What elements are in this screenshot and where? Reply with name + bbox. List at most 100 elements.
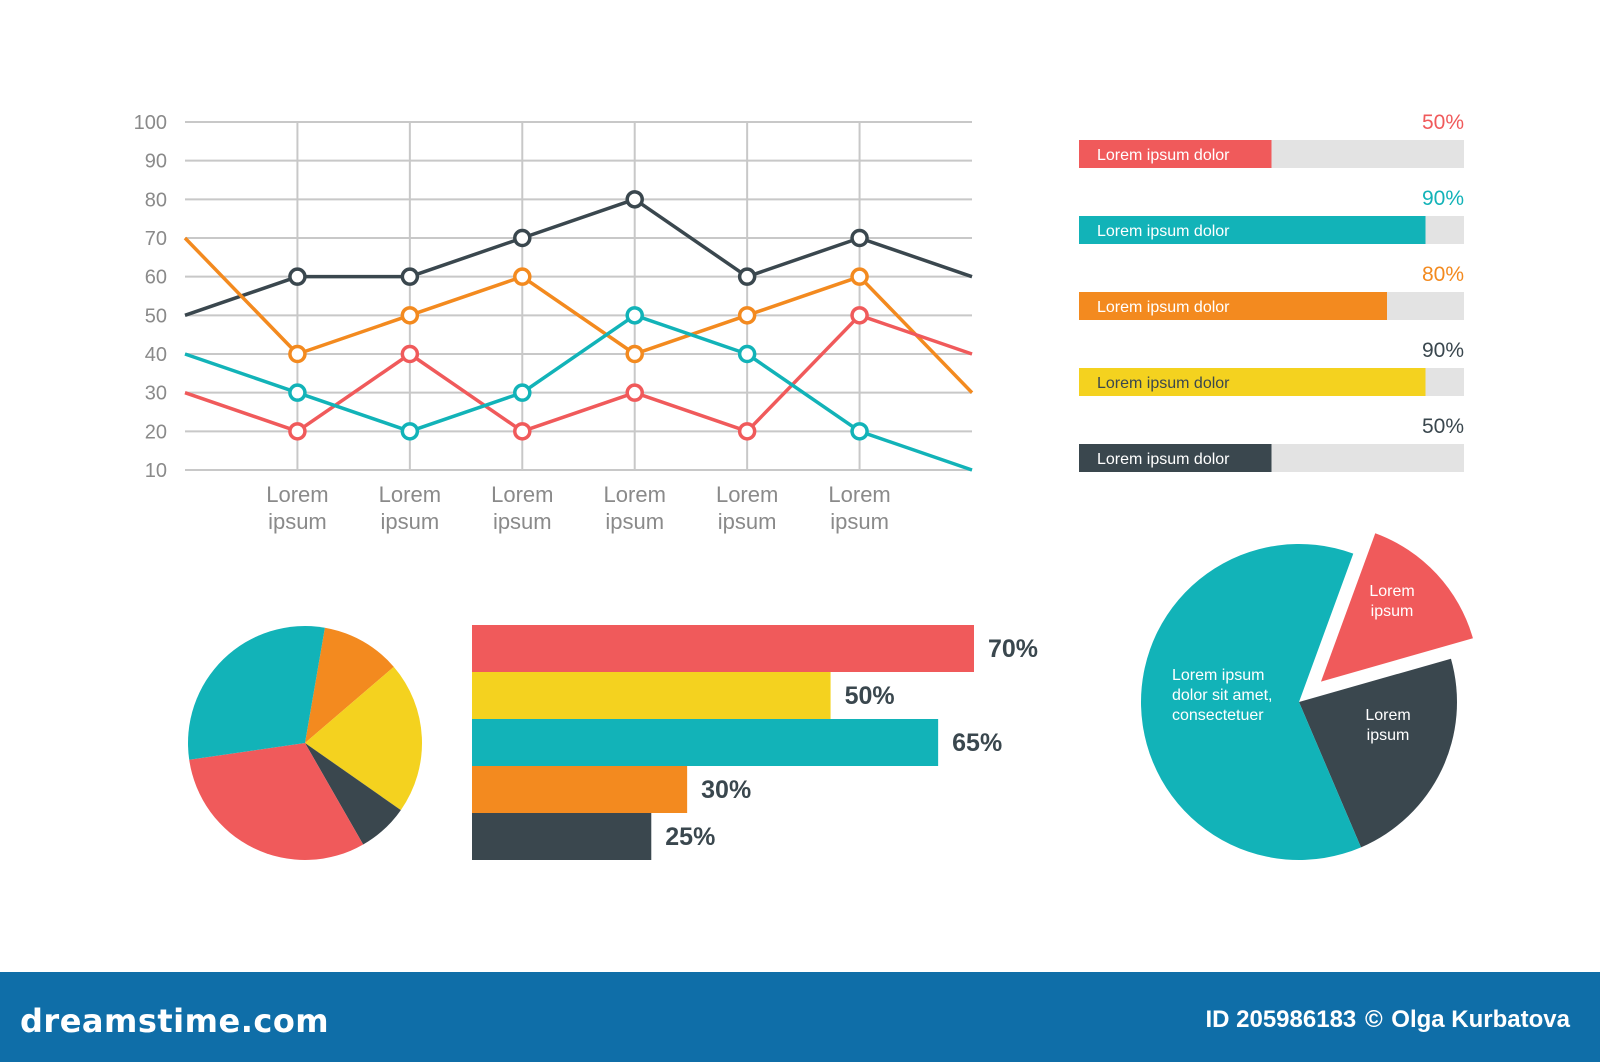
x-tick-label-line: Lorem bbox=[716, 482, 778, 507]
progress-bar-chart: Lorem ipsum dolor 50% Lorem ipsum dolor 90%… bbox=[1079, 111, 1464, 472]
bar-value-label: 50% bbox=[845, 682, 895, 710]
x-tick-label-line: ipsum bbox=[718, 509, 777, 534]
series-point bbox=[400, 344, 420, 364]
x-tick-label-line: Lorem bbox=[491, 482, 553, 507]
x-tick-label-line: Lorem bbox=[828, 482, 890, 507]
series-point bbox=[288, 344, 307, 364]
x-tick-label-line: ipsum bbox=[493, 509, 552, 534]
y-tick-label: 60 bbox=[145, 267, 167, 289]
series-point bbox=[400, 422, 420, 441]
x-tick-label-line: Lorem bbox=[379, 482, 441, 507]
progress-fill bbox=[1079, 140, 1272, 168]
series-point bbox=[737, 422, 757, 441]
progress-fill bbox=[1079, 216, 1426, 244]
series-point bbox=[737, 306, 757, 325]
x-tick-label: Lorem ipsum bbox=[491, 482, 553, 534]
bar-value-label: 70% bbox=[988, 635, 1038, 663]
series-point bbox=[288, 383, 307, 402]
series-point bbox=[288, 422, 307, 441]
footer-bar: dreamstime.com ID 205986183 © Olga Kurba… bbox=[0, 972, 1600, 1062]
y-tick-label: 40 bbox=[145, 344, 167, 366]
bar bbox=[472, 813, 652, 860]
series-point bbox=[513, 422, 532, 441]
y-tick-label: 100 bbox=[134, 112, 167, 134]
x-tick-label-line: ipsum bbox=[605, 509, 664, 534]
progress-label: Lorem ipsum dolor bbox=[1097, 451, 1230, 468]
series-point bbox=[625, 344, 644, 364]
bar bbox=[472, 672, 831, 719]
progress-label: Lorem ipsum dolor bbox=[1097, 299, 1230, 316]
series-point bbox=[737, 267, 757, 286]
series-point bbox=[513, 228, 532, 248]
series-point bbox=[850, 306, 869, 325]
bar-value-label: 65% bbox=[952, 729, 1002, 757]
progress-value: 90% bbox=[1422, 187, 1464, 210]
footer-logo[interactable]: dreamstime.com bbox=[20, 1002, 330, 1040]
progress-label: Lorem ipsum dolor bbox=[1097, 147, 1230, 164]
x-tick-label: Lorem ipsum bbox=[604, 482, 666, 534]
pie-slice bbox=[1141, 544, 1361, 860]
pie-slice-label: Lorem ipsum dolor sit amet, consectetuer bbox=[1172, 667, 1272, 724]
x-tick-label: Lorem ipsum bbox=[716, 482, 778, 534]
pie-slice bbox=[305, 666, 423, 811]
series-point bbox=[850, 422, 869, 441]
pie-slice-label-line: Lorem ipsum bbox=[1172, 667, 1264, 684]
progress-value: 90% bbox=[1422, 339, 1464, 362]
pie-slice bbox=[305, 743, 401, 845]
series-point bbox=[400, 267, 420, 286]
y-tick-label: 30 bbox=[145, 383, 167, 405]
progress-label: Lorem ipsum dolor bbox=[1097, 223, 1230, 240]
x-tick-label: Lorem ipsum bbox=[379, 482, 441, 534]
y-tick-label: 50 bbox=[145, 305, 167, 327]
series-line bbox=[184, 197, 973, 317]
footer-credit: ID 205986183 © Olga Kurbatova bbox=[1203, 1006, 1570, 1034]
x-tick-label-line: ipsum bbox=[268, 509, 327, 534]
pie-slice-label-line: ipsum bbox=[1367, 727, 1410, 744]
pie-slice bbox=[1320, 533, 1473, 682]
x-tick-label-line: Lorem bbox=[266, 482, 328, 507]
pie-slice-label: Lorem ipsum bbox=[1369, 583, 1414, 620]
y-tick-label: 70 bbox=[145, 228, 167, 250]
x-tick-label-line: ipsum bbox=[830, 509, 889, 534]
line-chart-y-ticks: 10 20 30 40 50 60 70 80 90 100 bbox=[134, 112, 167, 482]
progress-fill bbox=[1079, 292, 1387, 320]
y-tick-label: 80 bbox=[145, 189, 167, 211]
bar-value-label: 25% bbox=[665, 823, 715, 851]
y-tick-label: 90 bbox=[145, 151, 167, 173]
series-point bbox=[737, 344, 757, 364]
pie-slice-label-line: consectetuer bbox=[1172, 707, 1264, 724]
pie-slice bbox=[189, 743, 364, 861]
series-point bbox=[850, 267, 869, 286]
series-line bbox=[184, 313, 973, 434]
progress-fill bbox=[1079, 368, 1426, 396]
progress-value: 50% bbox=[1422, 415, 1464, 438]
series-line bbox=[183, 236, 974, 394]
series-point bbox=[288, 267, 307, 286]
pie-slice-label-line: Lorem bbox=[1365, 707, 1410, 724]
pie-slice bbox=[1299, 658, 1457, 848]
pie-slice bbox=[305, 627, 394, 743]
series-point bbox=[625, 383, 644, 402]
series-point bbox=[513, 383, 532, 402]
pie-slice-label-line: dolor sit amet, bbox=[1172, 687, 1272, 704]
x-tick-label-line: Lorem bbox=[604, 482, 666, 507]
series-point bbox=[625, 306, 644, 325]
pie-slice-label-line: ipsum bbox=[1371, 603, 1414, 620]
line-chart-grid bbox=[185, 121, 972, 471]
pie-slice-label-line: Lorem bbox=[1369, 583, 1414, 600]
series-point bbox=[625, 190, 644, 209]
line-chart-series bbox=[183, 190, 974, 472]
horizontal-bar-chart: 70% 50% 65% 30% 25% bbox=[472, 625, 1038, 860]
pie-slice bbox=[188, 626, 325, 760]
bar-value-label: 30% bbox=[701, 776, 751, 804]
series-point bbox=[513, 267, 532, 286]
small-pie-chart bbox=[188, 626, 423, 861]
bar bbox=[472, 625, 974, 672]
x-tick-label-line: ipsum bbox=[381, 509, 440, 534]
image-id: ID 205986183 bbox=[1205, 1006, 1357, 1033]
pie-slice-label: Lorem ipsum bbox=[1365, 707, 1410, 744]
progress-label: Lorem ipsum dolor bbox=[1097, 375, 1230, 392]
